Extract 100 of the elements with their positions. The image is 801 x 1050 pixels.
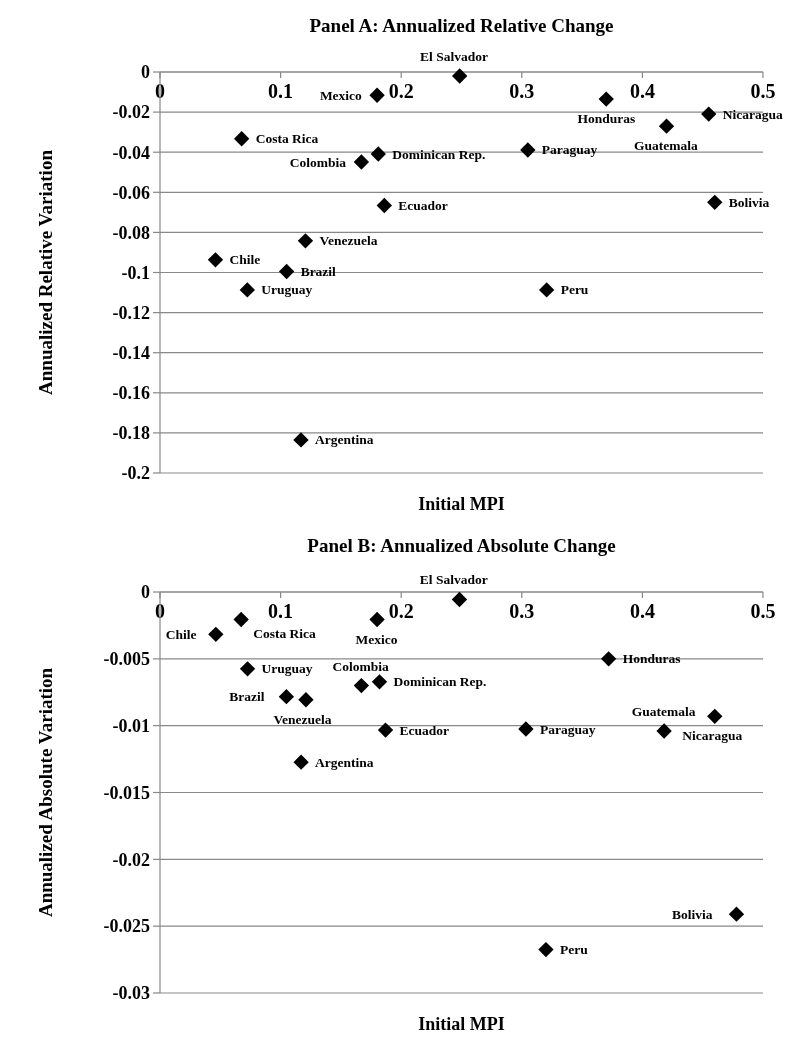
point [376,197,392,214]
annotation: Brazil [300,264,337,279]
y-tick-label: -0.03 [112,983,150,1004]
annotation: Guatemala [631,704,696,720]
point [369,87,385,103]
y-tick-label: -0.01 [112,715,150,736]
x-tick-label: 0.1 [268,80,294,102]
x-tick-label: 0 [155,80,165,102]
annotation: Ecuador [398,198,448,214]
point [452,68,468,84]
x-tick-label: 0.3 [509,80,535,102]
point [518,721,534,737]
point [371,674,388,690]
annotation: Costa Rica [253,625,317,641]
annotation: Argentina [314,432,374,448]
y-tick-label: -0.04 [112,142,150,163]
point [353,677,370,694]
y-tick-label: -0.005 [103,649,150,670]
y-tick-label: -0.14 [112,343,150,363]
point [239,661,256,677]
y-tick-label: -0.02 [112,849,150,870]
y-tick-label: -0.08 [112,222,150,243]
annotation: Colombia [289,154,347,170]
x-tick-label: 0.4 [629,80,655,102]
x-tick-label: 0.3 [509,600,535,622]
point [656,723,672,739]
x-tick-label: 0.5 [750,600,776,622]
annotation: Colombia [332,658,390,674]
y-axis-title: Annualized Relative Variation [35,149,56,395]
point [207,252,224,268]
x-tick-label: 0.2 [388,80,414,102]
annotation: Costa Rica [255,131,319,147]
annotation: Paraguay [541,142,598,158]
chart-title: Panel B: Annualized Absolute Change [307,535,616,556]
annotation: Peru [559,942,589,958]
x-axis-title: Initial MPI [418,1014,505,1034]
x-axis-title: Initial MPI [418,494,505,514]
annotation: Uruguay [261,661,313,677]
point [233,131,250,147]
point [278,688,295,705]
point [293,432,309,448]
y-tick-label: -0.06 [112,182,150,203]
annotation: Honduras [622,651,681,667]
point [520,142,536,158]
point [298,692,314,708]
point [377,722,394,738]
y-tick-label: -0.16 [112,383,150,404]
point [701,106,717,122]
point [707,194,723,210]
point [707,708,723,724]
y-tick-label: -0.18 [112,423,150,444]
annotation: Dominican Rep. [393,674,487,690]
x-tick-label: 0 [155,600,165,622]
annotation: Nicaragua [722,106,783,122]
chart-title: Panel A: Annualized Relative Change [309,15,614,36]
point [370,146,386,162]
point [297,233,314,249]
y-tick-label: 0 [141,62,150,83]
y-axis-title: Annualized Absolute Variation [35,667,56,918]
x-tick-label: 0.1 [268,600,294,622]
annotation: Venezuela [273,711,332,727]
annotation: Guatemala [634,138,699,154]
y-tick-label: -0.1 [121,262,150,283]
annotation: Ecuador [399,722,450,738]
annotation: Chile [165,626,197,642]
x-tick-label: 0.2 [388,600,414,622]
point [728,906,745,922]
point [233,611,249,628]
annotation: Uruguay [261,282,313,298]
point [658,118,675,134]
point [451,591,468,608]
point [538,941,554,958]
annotation: Dominican Rep. [392,146,486,162]
annotation: Brazil [229,689,265,705]
point [293,754,309,770]
point [538,282,555,298]
point [239,282,255,298]
annotation: Argentina [315,754,374,770]
annotation: Chile [229,252,261,268]
annotation: Venezuela [319,233,378,249]
y-tick-label: -0.2 [121,463,150,484]
x-tick-label: 0.5 [750,80,776,102]
annotation: Mexico [319,87,363,103]
annotation: Peru [560,282,589,298]
annotation: Mexico [355,631,398,647]
annotation: Bolivia [728,194,770,210]
y-tick-label: -0.12 [112,302,150,323]
point [208,626,224,643]
point [600,651,617,667]
point [278,263,295,280]
y-tick-label: -0.02 [112,102,150,123]
annotation: El Salvador [419,572,488,588]
y-tick-label: 0 [141,582,150,603]
annotation: Paraguay [539,721,596,737]
point [353,154,370,170]
point [598,91,614,107]
y-tick-label: -0.015 [103,782,150,803]
annotation: Nicaragua [682,728,743,744]
annotation: Honduras [577,111,636,127]
annotation: Bolivia [672,906,713,922]
